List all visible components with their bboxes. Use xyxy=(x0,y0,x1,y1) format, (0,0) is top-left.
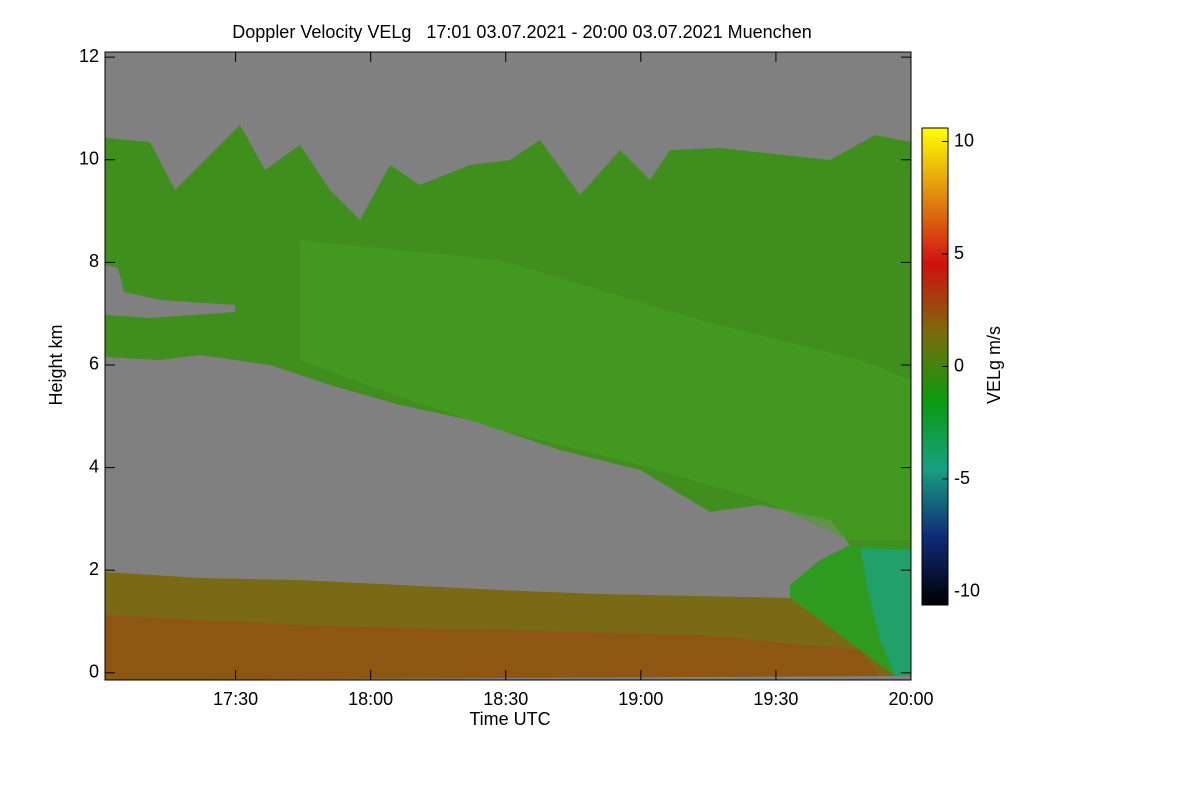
y-tick-label: 0 xyxy=(89,662,99,682)
colorbar-tick-label: 10 xyxy=(954,130,974,150)
colorbar-tick-label: 5 xyxy=(954,243,964,263)
y-tick-label: 12 xyxy=(79,46,99,66)
gap-region xyxy=(105,265,235,318)
x-axis-label: Time UTC xyxy=(469,709,550,729)
colorbar-tick-label: 0 xyxy=(954,355,964,375)
x-tick-label: 17:30 xyxy=(213,689,258,709)
y-tick-label: 2 xyxy=(89,559,99,579)
teal-region xyxy=(860,548,911,676)
y-tick-label: 6 xyxy=(89,354,99,374)
cloud-core xyxy=(300,240,911,540)
y-tick-label: 4 xyxy=(89,456,99,476)
plot-frame xyxy=(104,51,912,681)
y-tick-label: 8 xyxy=(89,251,99,271)
x-tick-label: 19:00 xyxy=(618,689,663,709)
y-axis-label: Height km xyxy=(46,324,66,405)
x-tick-label: 18:00 xyxy=(348,689,393,709)
colorbar-label: VELg m/s xyxy=(984,326,1004,404)
chart-title: Doppler Velocity VELg 17:01 03.07.2021 -… xyxy=(232,22,811,42)
boundary-layer-core xyxy=(105,615,880,680)
x-tick-label: 19:30 xyxy=(753,689,798,709)
x-tick-label: 18:30 xyxy=(483,689,528,709)
x-tick-label: 20:00 xyxy=(888,689,933,709)
heatmap-field xyxy=(105,125,911,680)
colorbar-tick-label: -5 xyxy=(954,468,970,488)
colorbar-tick-label: -10 xyxy=(954,580,980,600)
y-tick-label: 10 xyxy=(79,148,99,168)
